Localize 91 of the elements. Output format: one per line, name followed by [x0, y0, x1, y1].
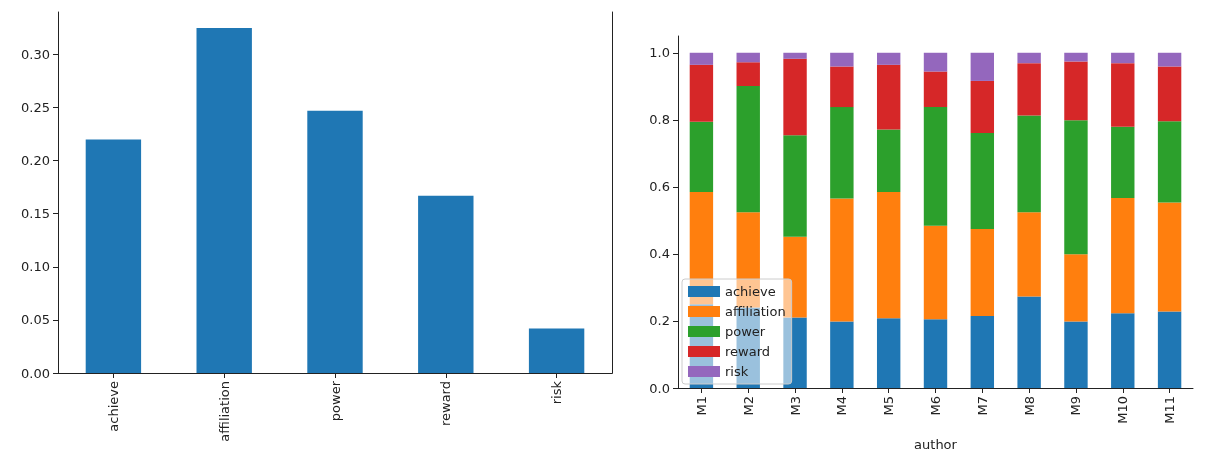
y-tick-label: 0.00 — [21, 365, 50, 381]
x-tick-label: affiliation — [216, 381, 232, 442]
bar — [1111, 52, 1135, 64]
bar — [1017, 296, 1041, 388]
bar — [1157, 121, 1182, 203]
x-tick-label: power — [327, 380, 343, 422]
y-tick-label: 0.30 — [21, 46, 50, 62]
bar — [1064, 52, 1088, 62]
y-tick-label: 0.8 — [649, 112, 670, 128]
x-tick-label: M8 — [1021, 396, 1037, 416]
legend-label: reward — [725, 344, 771, 359]
bar — [923, 225, 948, 320]
y-tick-label: 0.05 — [21, 312, 50, 328]
x-tick-label: M3 — [787, 396, 803, 416]
bar — [689, 121, 714, 192]
bar — [1017, 212, 1041, 297]
bar — [689, 64, 714, 122]
bar — [783, 135, 807, 237]
bar — [528, 328, 585, 373]
y-tick-label: 0.25 — [21, 100, 50, 116]
bar — [876, 191, 901, 319]
x-tick-label: M6 — [928, 396, 943, 416]
bar — [1064, 321, 1088, 388]
y-tick-label: 0.2 — [649, 313, 670, 329]
bar — [736, 62, 760, 86]
bar — [1017, 115, 1041, 213]
bar — [923, 319, 948, 388]
x-tick-label: M5 — [881, 396, 897, 416]
bar — [876, 129, 901, 192]
x-tick-label: reward — [438, 381, 454, 427]
bar — [830, 52, 854, 67]
y-tick-label: 0.4 — [649, 246, 670, 262]
y-tick-label: 0.0 — [649, 380, 670, 396]
bar — [923, 71, 948, 108]
bar — [783, 52, 807, 59]
bar — [876, 318, 901, 388]
bar — [876, 52, 901, 65]
legend-label: risk — [725, 364, 749, 379]
bar — [1064, 254, 1088, 322]
legend-label: affiliation — [725, 304, 786, 319]
x-tick-label: M9 — [1068, 396, 1084, 416]
bar — [830, 321, 854, 388]
bar — [1064, 120, 1088, 255]
y-tick-label: 0.6 — [649, 179, 670, 195]
bar — [307, 110, 363, 373]
bar — [1111, 126, 1135, 198]
bar — [1111, 63, 1135, 127]
x-tick-label: M11 — [1162, 396, 1178, 424]
y-tick-label: 0.10 — [21, 259, 50, 275]
bar — [689, 52, 714, 65]
bar — [876, 64, 901, 130]
bar — [1157, 202, 1182, 312]
x-tick-label: M10 — [1115, 396, 1131, 424]
x-tick-label: achieve — [105, 381, 121, 432]
bar — [970, 132, 995, 230]
bar — [970, 80, 995, 133]
bar — [830, 107, 854, 199]
x-tick-label: M7 — [974, 396, 990, 416]
bar — [736, 85, 760, 213]
x-tick-label: risk — [549, 380, 565, 405]
bar — [1017, 63, 1041, 116]
y-tick-label: 0.15 — [21, 206, 50, 222]
legend-label: achieve — [725, 284, 776, 299]
bar — [418, 195, 474, 373]
bar — [970, 229, 995, 316]
bar — [1017, 52, 1041, 64]
bar — [830, 66, 854, 108]
y-tick-label: 0.20 — [21, 153, 50, 169]
legend-label: power — [725, 324, 766, 339]
bar — [923, 52, 948, 72]
bar — [970, 315, 995, 388]
bar — [736, 52, 760, 63]
bar — [1157, 52, 1182, 67]
bar — [1064, 61, 1088, 121]
bar — [1111, 197, 1135, 314]
x-tick-label: M4 — [834, 396, 850, 416]
y-tick-label: 1.0 — [649, 45, 670, 61]
bar — [1111, 313, 1135, 388]
x-tick-label: M1 — [693, 396, 709, 416]
bar — [196, 27, 252, 373]
bar — [1157, 311, 1182, 388]
bar — [830, 198, 854, 322]
bar — [783, 317, 807, 388]
bar — [783, 236, 807, 318]
bar — [1157, 66, 1182, 122]
x-tick-label: M2 — [740, 396, 756, 416]
bar — [85, 139, 142, 373]
bar — [970, 52, 995, 81]
x-axis-title: author — [914, 437, 958, 452]
bar — [783, 58, 807, 136]
bar — [923, 107, 948, 226]
